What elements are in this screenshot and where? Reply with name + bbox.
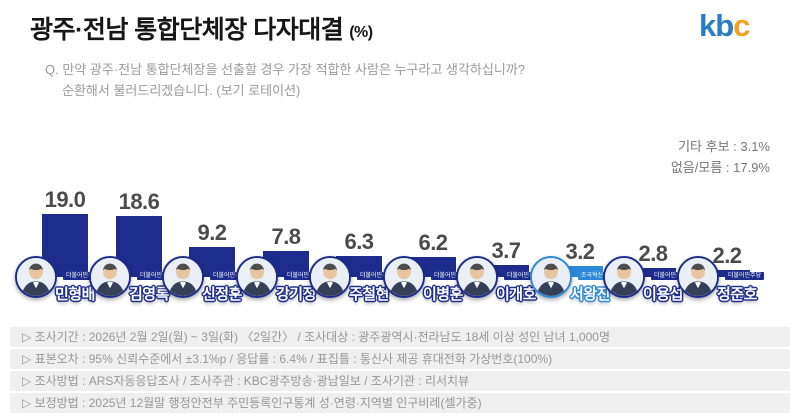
party-tag: 더불어민주당 (357, 272, 397, 280)
person-silhouette-icon (311, 258, 349, 296)
party-tag: 더불어민주당 (284, 272, 324, 280)
bar-value: 6.2 (418, 230, 448, 255)
candidate-photo (162, 256, 204, 298)
none-note: 없음/모름 : 17.9% (670, 160, 770, 175)
person-silhouette-icon (679, 258, 717, 296)
candidate-name: 정준호 (717, 286, 757, 303)
question-line-2: 순환해서 불러드리겠습니다. (보기 로테이션) (62, 83, 301, 98)
party-tag: 더불어민주당 (210, 272, 250, 280)
bar-value: 3.2 (565, 239, 595, 264)
person-silhouette-icon (532, 258, 570, 296)
candidate-photo (89, 256, 131, 298)
bar-value: 19.0 (44, 187, 86, 212)
candidate-photo (530, 256, 572, 298)
bar-서왕진 (557, 266, 603, 277)
footer-line-3: ▷ 조사방법 : ARS자동응답조사 / 조사주관 : KBC광주방송·광남일보… (10, 371, 790, 391)
bar-value: 2.2 (712, 243, 742, 268)
candidate-photo (383, 256, 425, 298)
bar-value: 18.6 (118, 189, 160, 214)
candidate-photo (677, 256, 719, 298)
candidate-photo (15, 256, 57, 298)
footer-line-4: ▷ 보정방법 : 2025년 12월말 행정안전부 주민등록인구통계 성·연령·… (10, 393, 790, 413)
bar-value: 3.7 (491, 238, 521, 263)
candidate-photo (603, 256, 645, 298)
others-note: 기타 후보 : 3.1% (678, 139, 770, 154)
candidate-photo (456, 256, 498, 298)
footer-line-1: ▷ 조사기간 : 2026년 2월 2일(월) ~ 3일(화) 〈2일간〉 / … (10, 327, 790, 347)
candidate-photo (309, 256, 351, 298)
person-silhouette-icon (17, 258, 55, 296)
candidate-name: 민형배 (55, 286, 95, 303)
party-tag: 더불어민주당 (63, 272, 103, 280)
party-tag: 더불어민주당 (651, 272, 691, 280)
bar-value: 9.2 (197, 220, 227, 245)
party-tag: 조국혁신당 (578, 272, 612, 280)
title-unit: (%) (349, 24, 373, 41)
candidate-name: 강기정 (276, 286, 316, 303)
candidate-name: 주철현 (349, 286, 389, 303)
person-silhouette-icon (385, 258, 423, 296)
party-tag: 더불어민주당 (504, 272, 544, 280)
bar-value: 6.3 (344, 229, 374, 254)
party-tag: 더불어민주당 (725, 272, 765, 280)
title-text: 광주·전남 통합단체장 다자대결 (30, 16, 344, 44)
person-silhouette-icon (458, 258, 496, 296)
person-silhouette-icon (91, 258, 129, 296)
question-line-1: Q. 만약 광주·전남 통합단체장을 선출할 경우 가장 적합한 사람은 누구라… (45, 62, 526, 77)
candidate-name: 서왕진 (570, 286, 610, 303)
side-notes: 기타 후보 : 3.1% 없음/모름 : 17.9% (671, 136, 770, 178)
candidate-name: 이용섭 (643, 286, 683, 303)
footer-line-2: ▷ 표본오차 : 95% 신뢰수준에서 ±3.1%p / 응답률 : 6.4% … (10, 349, 790, 369)
candidate-photo (236, 256, 278, 298)
bar-value: 2.8 (638, 241, 668, 266)
bar-value: 7.8 (271, 224, 301, 249)
page-title: 광주·전남 통합단체장 다자대결 (%) (30, 10, 373, 46)
person-silhouette-icon (238, 258, 276, 296)
person-silhouette-icon (605, 258, 643, 296)
party-tag: 더불어민주당 (137, 272, 177, 280)
candidate-name: 이병훈 (423, 286, 463, 303)
candidate-name: 이개호 (496, 286, 536, 303)
party-tag: 더불어민주당 (431, 272, 471, 280)
candidate-name: 김영록 (129, 286, 169, 303)
person-silhouette-icon (164, 258, 202, 296)
survey-question: Q. 만약 광주·전남 통합단체장을 선출할 경우 가장 적합한 사람은 누구라… (45, 59, 525, 101)
candidate-name: 신정훈 (202, 286, 242, 303)
kbc-logo: kbc (699, 8, 750, 43)
